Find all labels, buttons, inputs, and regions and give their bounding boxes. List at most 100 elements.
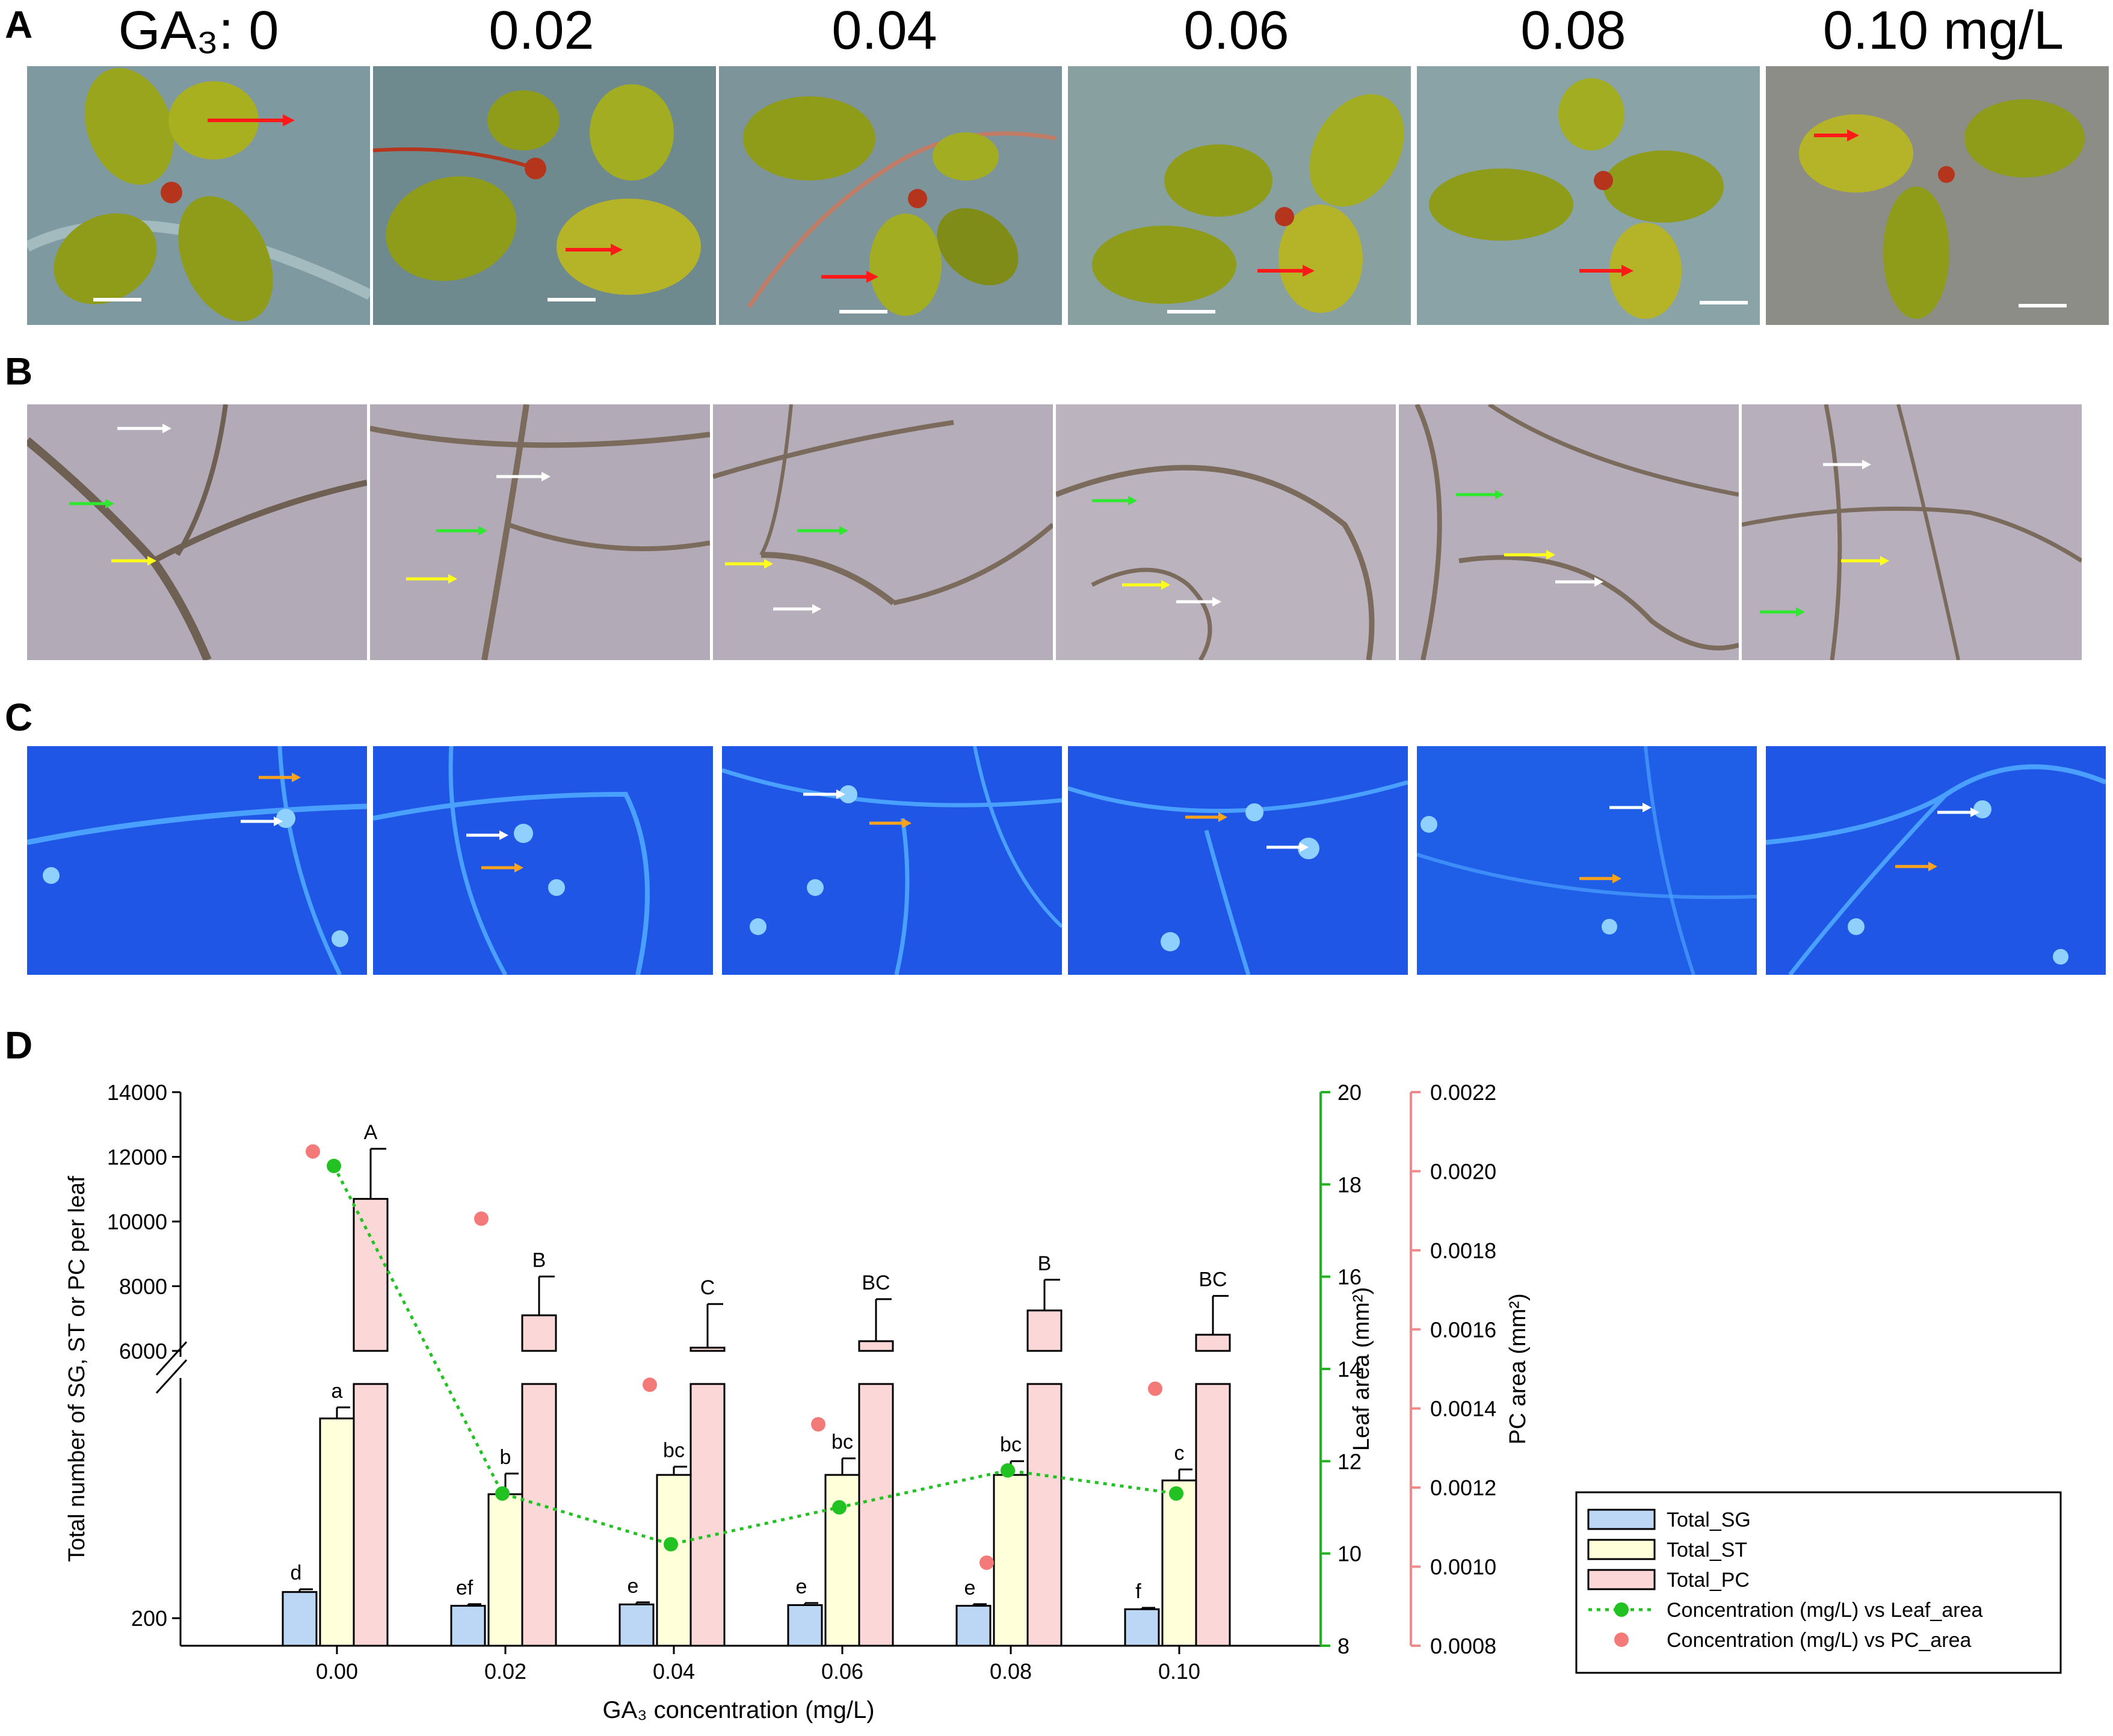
y2-axis-title: Leaf area (mm²) bbox=[1349, 1287, 1374, 1451]
y-tick-label: 12000 bbox=[107, 1145, 167, 1170]
epidermis-photo-1 bbox=[370, 404, 710, 660]
conc-label-5: 0.10 mg/L bbox=[1822, 1, 2064, 61]
significance-letter: f bbox=[1135, 1580, 1141, 1603]
legend-label: Total_SG bbox=[1667, 1509, 1751, 1531]
legend-label: Concentration (mg/L) vs Leaf_area bbox=[1667, 1599, 1982, 1622]
significance-letter: bc bbox=[1000, 1433, 1022, 1456]
fluorescence-photo-5 bbox=[1766, 746, 2106, 975]
bar-sg bbox=[955, 1605, 992, 1647]
significance-letter: C bbox=[700, 1276, 715, 1299]
legend-swatch bbox=[1587, 1569, 1656, 1590]
y3-tick-label: 0.0010 bbox=[1430, 1555, 1496, 1580]
seedling-photo-0 bbox=[27, 66, 370, 325]
fluorescence-photo-2 bbox=[722, 746, 1062, 975]
y3-tick-label: 0.0022 bbox=[1430, 1080, 1496, 1105]
y-axis-title: Total number of SG, ST or PC per leaf bbox=[64, 1176, 90, 1562]
y-tick-label: 8000 bbox=[119, 1274, 167, 1299]
epidermis-photo-2 bbox=[713, 404, 1053, 660]
y-tick-label: 14000 bbox=[107, 1080, 167, 1105]
leaf-area-point bbox=[664, 1537, 678, 1552]
bar-pc bbox=[858, 1383, 894, 1647]
bar-st bbox=[824, 1474, 860, 1647]
significance-letter: ef bbox=[456, 1577, 473, 1599]
y3-tick-label: 0.0020 bbox=[1430, 1159, 1496, 1184]
y2-tick-label: 20 bbox=[1337, 1080, 1362, 1105]
bar-pc bbox=[689, 1383, 726, 1647]
y2-tick-label: 10 bbox=[1337, 1542, 1362, 1566]
y2-tick-label: 18 bbox=[1337, 1172, 1362, 1197]
legend-label: Total_ST bbox=[1667, 1539, 1747, 1561]
significance-letter: bc bbox=[831, 1431, 853, 1454]
y-tick-label: 200 bbox=[131, 1606, 167, 1631]
seedling-photo-3 bbox=[1068, 66, 1411, 325]
x-tick-label: 0.06 bbox=[821, 1659, 863, 1684]
fluorescence-photo-3 bbox=[1068, 746, 1408, 975]
significance-letter: BC bbox=[1198, 1268, 1227, 1291]
bar-pc bbox=[521, 1314, 557, 1352]
epidermis-photo-5 bbox=[1742, 404, 2082, 660]
y3-tick-label: 0.0012 bbox=[1430, 1475, 1496, 1500]
legend-swatch bbox=[1614, 1633, 1629, 1647]
x-tick-label: 0.08 bbox=[990, 1659, 1032, 1684]
significance-letter: e bbox=[964, 1577, 976, 1599]
x-tick-label: 0.04 bbox=[653, 1659, 695, 1684]
significance-letter: e bbox=[796, 1575, 807, 1598]
y2-tick-label: 12 bbox=[1337, 1449, 1362, 1474]
legend-swatch bbox=[1587, 1539, 1656, 1560]
x-tick-label: 0.10 bbox=[1158, 1659, 1200, 1684]
pc-area-point bbox=[811, 1417, 825, 1432]
legend-label: Total_PC bbox=[1667, 1569, 1750, 1592]
pc-area-point bbox=[1148, 1381, 1162, 1396]
axis-break-mark bbox=[155, 1359, 188, 1394]
bar-pc bbox=[1026, 1309, 1063, 1352]
legend-label: Concentration (mg/L) vs PC_area bbox=[1667, 1629, 1972, 1652]
bar-st bbox=[993, 1474, 1029, 1647]
pc-area-point bbox=[306, 1144, 320, 1159]
seedling-photo-5 bbox=[1766, 66, 2109, 325]
pc-area-point bbox=[979, 1555, 994, 1570]
pc-area-point bbox=[643, 1377, 657, 1392]
significance-letter: d bbox=[291, 1561, 302, 1584]
fluorescence-photo-4 bbox=[1417, 746, 1757, 975]
significance-letter: A bbox=[364, 1121, 378, 1144]
legend-swatch bbox=[1614, 1602, 1629, 1617]
bar-pc bbox=[1026, 1383, 1063, 1647]
epidermis-photo-4 bbox=[1399, 404, 1739, 660]
leaf-area-point bbox=[832, 1500, 847, 1515]
bar-pc bbox=[521, 1383, 557, 1647]
bar-pc bbox=[689, 1347, 726, 1352]
conc-label-4: 0.08 bbox=[1520, 1, 1626, 61]
bar-st bbox=[656, 1474, 692, 1647]
bar-sg bbox=[787, 1604, 823, 1647]
significance-letter: c bbox=[1174, 1442, 1185, 1465]
bar-sg bbox=[450, 1605, 486, 1647]
bar-pc bbox=[858, 1340, 894, 1352]
bar-sg bbox=[1124, 1608, 1160, 1647]
y2-tick-label: 16 bbox=[1337, 1265, 1362, 1290]
x-axis-title: GA₃ concentration (mg/L) bbox=[602, 1697, 874, 1723]
leaf-area-point bbox=[1169, 1486, 1183, 1501]
pc-area-point bbox=[474, 1211, 489, 1226]
fluorescence-photo-1 bbox=[373, 746, 713, 975]
significance-letter: BC bbox=[862, 1271, 890, 1294]
bar-st bbox=[319, 1417, 355, 1647]
epidermis-photo-3 bbox=[1056, 404, 1396, 660]
y3-tick-label: 0.0016 bbox=[1430, 1317, 1496, 1342]
seedling-photo-1 bbox=[373, 66, 716, 325]
conc-label-2: 0.04 bbox=[831, 1, 937, 61]
significance-letter: a bbox=[332, 1380, 343, 1403]
bar-sg bbox=[282, 1591, 318, 1647]
leaf-area-point bbox=[495, 1486, 510, 1501]
y-tick-label: 6000 bbox=[119, 1339, 167, 1364]
epidermis-photo-0 bbox=[27, 404, 367, 660]
significance-letter: b bbox=[500, 1446, 511, 1469]
legend-box bbox=[1575, 1491, 2062, 1674]
panel-d-chart: 6000 8000 10000 12000 14000 200 Total number o… bbox=[64, 1080, 2062, 1723]
significance-letter: bc bbox=[663, 1439, 685, 1462]
bar-st bbox=[1161, 1479, 1197, 1647]
y3-tick-label: 0.0014 bbox=[1430, 1397, 1496, 1421]
y-tick-label: 10000 bbox=[107, 1209, 167, 1234]
axis-break-mark bbox=[155, 1341, 188, 1376]
fluorescence-photo-0 bbox=[27, 746, 367, 975]
bar-sg bbox=[618, 1603, 655, 1647]
